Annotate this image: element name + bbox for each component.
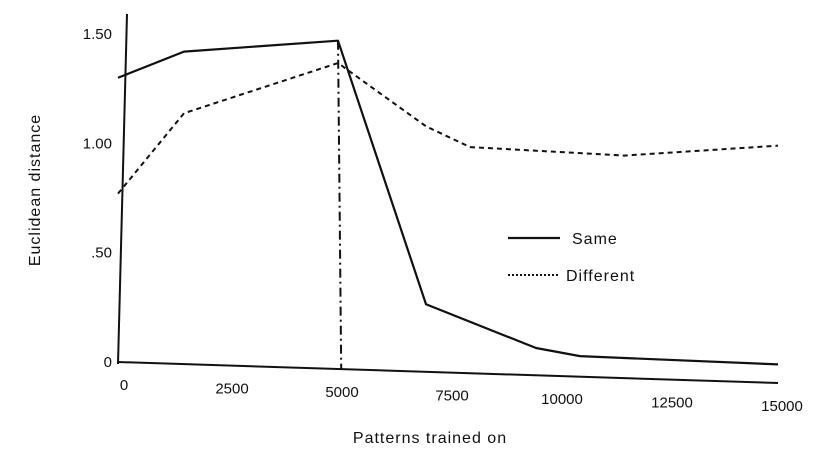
y-tick-label: 0 xyxy=(104,354,112,371)
legend-label-different: Different xyxy=(566,268,635,285)
y-tick-label: 1.00 xyxy=(83,135,112,152)
x-tick-label: 2500 xyxy=(215,381,248,398)
x-axis-line xyxy=(117,361,779,384)
legend-label-same: Same xyxy=(572,231,618,248)
x-axis-label: Patterns trained on xyxy=(353,430,507,447)
x-tick-label: 0 xyxy=(120,377,128,394)
x-tick-label: 5000 xyxy=(325,384,358,401)
x-tick-label: 12500 xyxy=(651,395,693,412)
y-tick-label: .50 xyxy=(91,245,112,262)
y-axis-label: Euclidean distance xyxy=(27,114,44,266)
marker-line-dash-dot xyxy=(337,40,343,369)
y-tick-label: 1.50 xyxy=(83,26,112,43)
x-tick-label: 15000 xyxy=(761,398,803,415)
x-tick-label: 7500 xyxy=(435,388,468,405)
y-axis-line xyxy=(117,13,128,365)
series-line-different xyxy=(117,62,779,195)
x-tick-label: 10000 xyxy=(541,391,583,408)
series-line-same xyxy=(117,39,779,366)
